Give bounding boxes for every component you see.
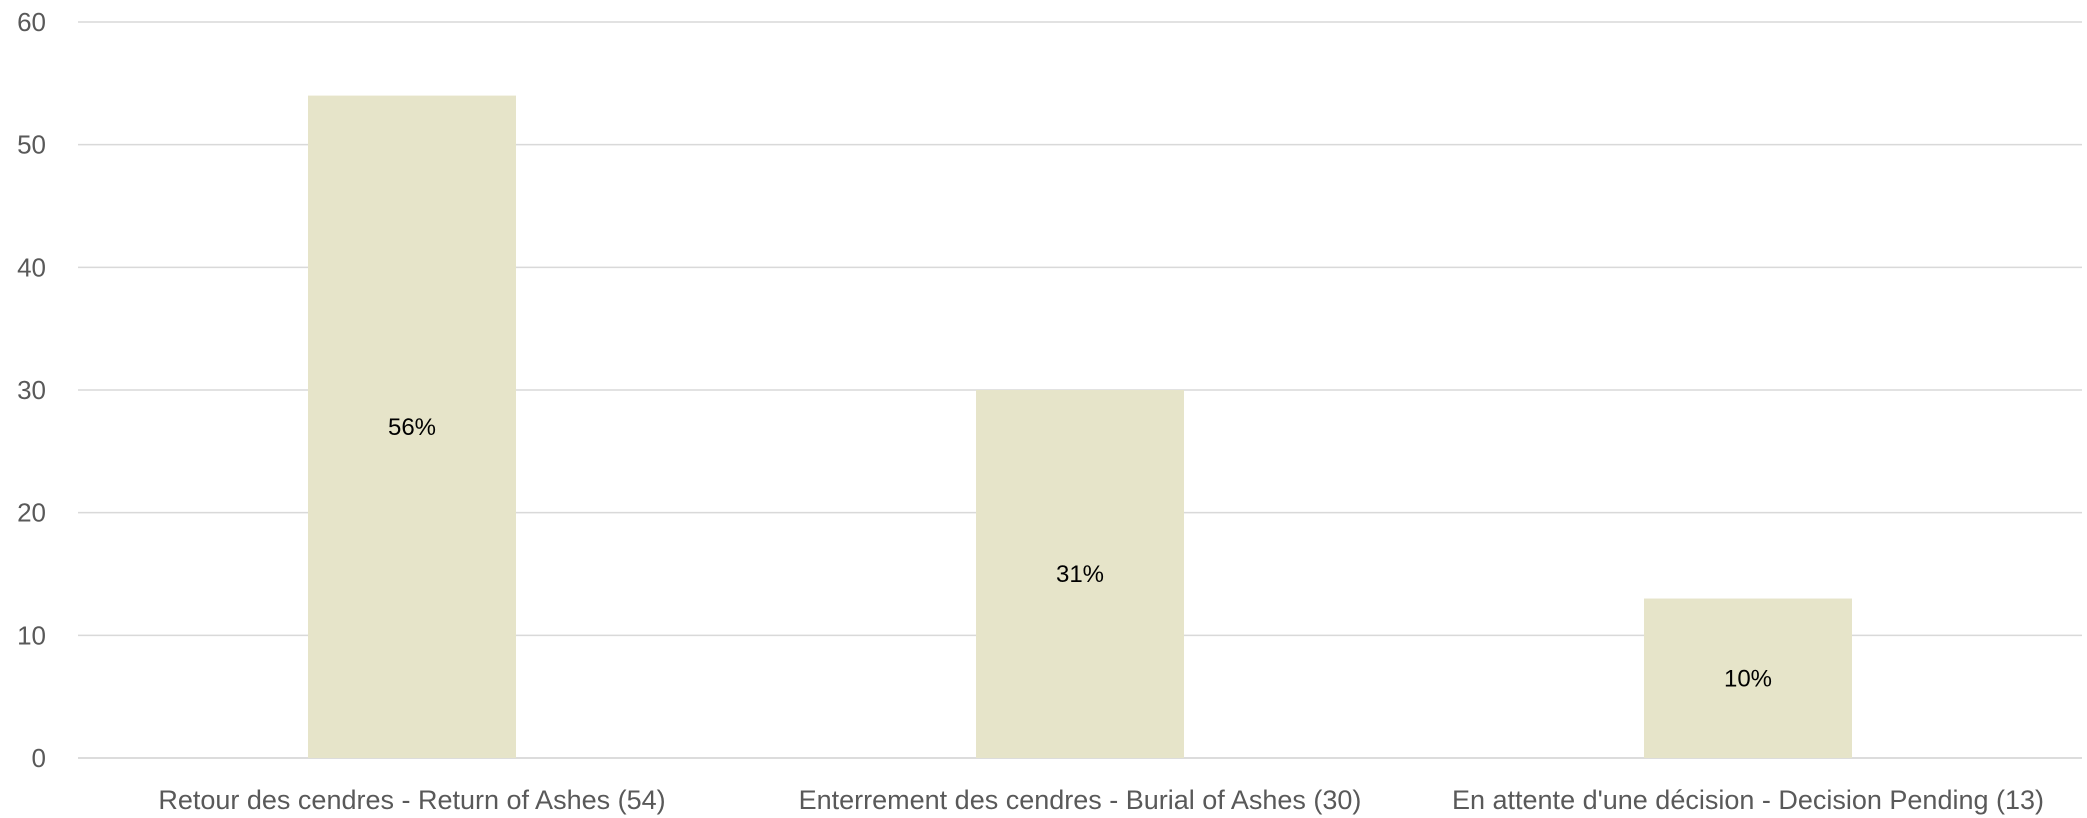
bars	[308, 95, 1852, 759]
x-axis-ticks: Retour des cendres - Return of Ashes (54…	[158, 785, 2044, 815]
y-tick-label: 40	[17, 252, 46, 282]
bar	[308, 95, 516, 759]
y-tick-label: 30	[17, 375, 46, 405]
y-tick-label: 0	[32, 743, 46, 773]
data-label: 31%	[1056, 561, 1104, 588]
y-axis-ticks: 0 10 20 30 40 50 60	[17, 7, 46, 773]
y-tick-label: 10	[17, 620, 46, 650]
x-tick-label: En attente d'une décision - Decision Pen…	[1452, 785, 2044, 815]
bar	[1644, 598, 1852, 758]
y-tick-label: 20	[17, 498, 46, 528]
x-tick-label: Enterrement des cendres - Burial of Ashe…	[799, 785, 1362, 815]
y-tick-label: 60	[17, 7, 46, 37]
data-labels: 56% 31% 10%	[388, 414, 1772, 692]
x-tick-label: Retour des cendres - Return of Ashes (54…	[158, 785, 665, 815]
bar	[976, 390, 1184, 758]
data-label: 10%	[1724, 665, 1772, 692]
y-tick-label: 50	[17, 130, 46, 160]
data-label: 56%	[388, 414, 436, 441]
